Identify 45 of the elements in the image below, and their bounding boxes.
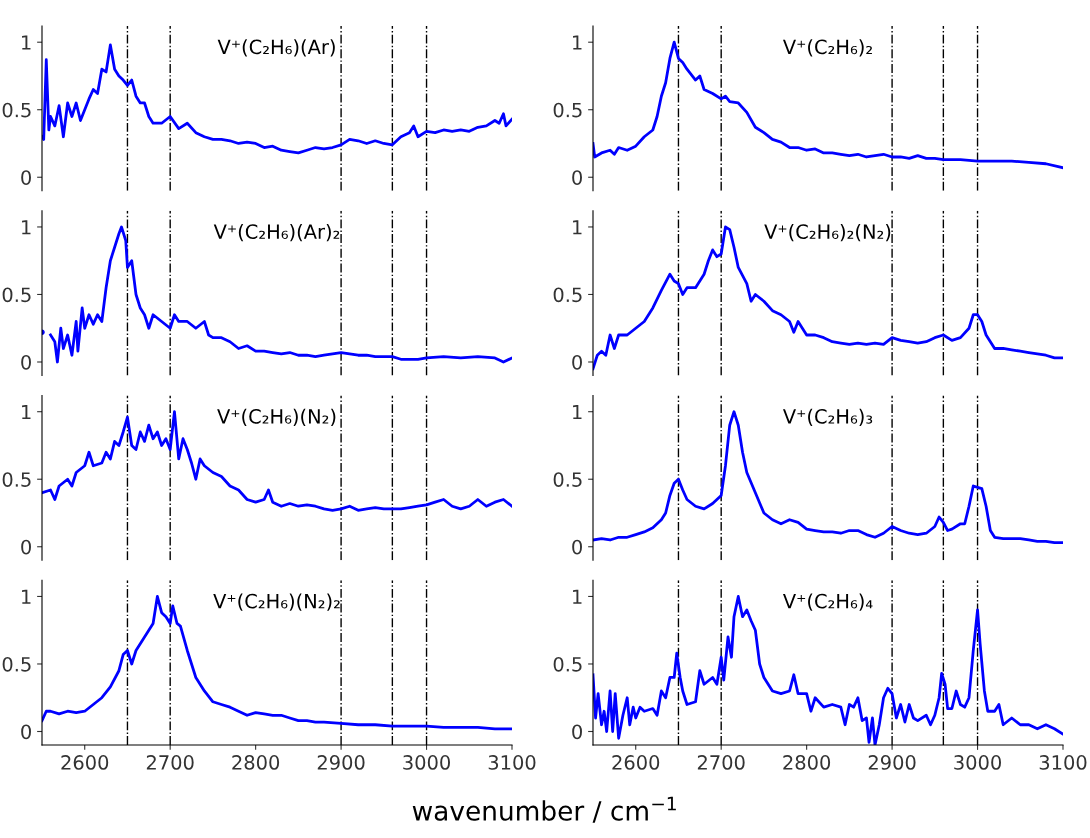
text: V⁺(C₂H₆)(Ar)₂ (213, 223, 340, 242)
y-tick-label: 0.5 (553, 102, 582, 118)
y-tick-label: 1 (22, 404, 31, 420)
text: V⁺(C₂H₆)₂(N₂) (764, 223, 891, 242)
y-tick-label: 1 (573, 35, 582, 50)
text: V⁺(C₂H₆)₂ (782, 39, 872, 57)
y-tick-label: 0.5 (2, 102, 31, 118)
y-tick-label: 0.5 (2, 472, 31, 487)
text: V⁺(C₂H₆)(N₂) (217, 408, 336, 427)
y-tick-label: 0 (572, 539, 582, 555)
x-tick-label: 3100 (1039, 755, 1087, 770)
y-tick-label: 0 (21, 724, 31, 740)
y-tick-label: 0 (572, 354, 582, 370)
y-tick-label: 0.5 (553, 472, 582, 487)
y-tick-label: 1 (22, 220, 31, 235)
x-tick-label: 3100 (488, 755, 536, 770)
text: V⁺(C₂H₆)₃ (782, 408, 873, 427)
x-tick-label: 2800 (783, 755, 831, 770)
x-tick-label: 2700 (146, 755, 194, 770)
y-tick-label: 0.5 (553, 656, 582, 672)
text: V⁺(C₂H₆)₄ (782, 593, 873, 611)
text: V⁺(C₂H₆)(N₂)₂ (213, 593, 340, 611)
y-tick-label: 0.5 (2, 656, 31, 672)
x-tick-label: 2900 (317, 755, 365, 770)
x-axis-title: wavenumber / cm$^{−1}$ (412, 796, 676, 823)
y-tick-label: 1 (573, 220, 582, 235)
x-tick-label: 2600 (61, 755, 109, 770)
y-tick-label: 0.5 (553, 287, 582, 303)
x-tick-label: 2600 (612, 755, 660, 770)
y-tick-label: 1 (22, 35, 31, 50)
y-tick-label: 0 (21, 170, 31, 185)
y-tick-label: 0 (572, 170, 582, 185)
x-tick-label: 3000 (954, 755, 1001, 770)
x-tick-label: 2900 (868, 755, 916, 770)
y-tick-label: 0 (21, 539, 31, 555)
y-tick-label: 1 (573, 589, 582, 604)
y-tick-label: 1 (573, 404, 582, 420)
x-tick-label: 2800 (232, 755, 280, 770)
x-tick-label: 2700 (697, 755, 745, 770)
x-tick-label: 3000 (403, 755, 450, 770)
y-tick-label: 1 (22, 589, 31, 604)
y-tick-label: 0 (572, 724, 582, 740)
y-tick-label: 0 (21, 354, 31, 370)
y-tick-label: 0.5 (2, 287, 31, 303)
text: V⁺(C₂H₆)(Ar) (217, 39, 335, 57)
